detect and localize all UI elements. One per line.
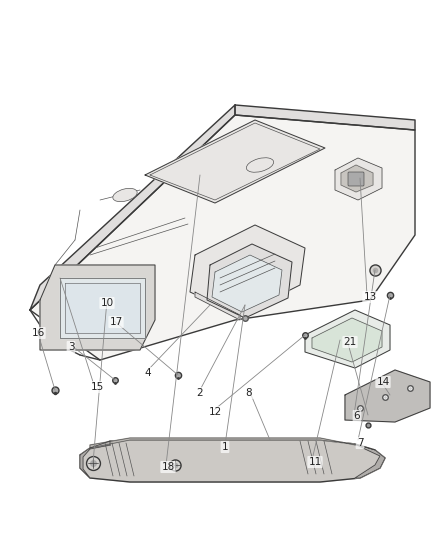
- Text: 4: 4: [145, 368, 151, 378]
- Polygon shape: [30, 115, 415, 360]
- Polygon shape: [145, 120, 325, 203]
- Text: 6: 6: [354, 411, 360, 421]
- Text: 10: 10: [100, 298, 113, 308]
- Polygon shape: [80, 440, 385, 482]
- Text: 17: 17: [110, 317, 123, 327]
- Polygon shape: [212, 255, 282, 312]
- Polygon shape: [60, 278, 145, 338]
- Text: 12: 12: [208, 407, 222, 417]
- Polygon shape: [40, 265, 155, 350]
- Text: 13: 13: [364, 292, 377, 302]
- Text: 14: 14: [376, 377, 390, 387]
- Text: 18: 18: [161, 462, 175, 472]
- Polygon shape: [235, 105, 415, 130]
- Ellipse shape: [113, 188, 137, 201]
- Text: 7: 7: [357, 438, 363, 448]
- Polygon shape: [195, 292, 240, 320]
- Text: 1: 1: [222, 442, 228, 452]
- Ellipse shape: [246, 158, 274, 172]
- Text: 15: 15: [90, 382, 104, 392]
- Text: 11: 11: [308, 457, 321, 467]
- Polygon shape: [80, 441, 110, 478]
- Polygon shape: [341, 165, 373, 192]
- Polygon shape: [207, 244, 292, 318]
- Polygon shape: [30, 105, 235, 310]
- FancyBboxPatch shape: [348, 172, 364, 186]
- Polygon shape: [345, 370, 430, 422]
- Polygon shape: [190, 225, 305, 315]
- Polygon shape: [90, 438, 375, 450]
- Text: 16: 16: [32, 328, 45, 338]
- Polygon shape: [335, 158, 382, 200]
- Text: 2: 2: [197, 388, 203, 398]
- Polygon shape: [65, 283, 140, 333]
- Text: 21: 21: [343, 337, 357, 347]
- Text: 8: 8: [246, 388, 252, 398]
- Polygon shape: [312, 318, 382, 362]
- Polygon shape: [305, 310, 390, 368]
- Text: 3: 3: [68, 342, 74, 352]
- Polygon shape: [355, 444, 385, 478]
